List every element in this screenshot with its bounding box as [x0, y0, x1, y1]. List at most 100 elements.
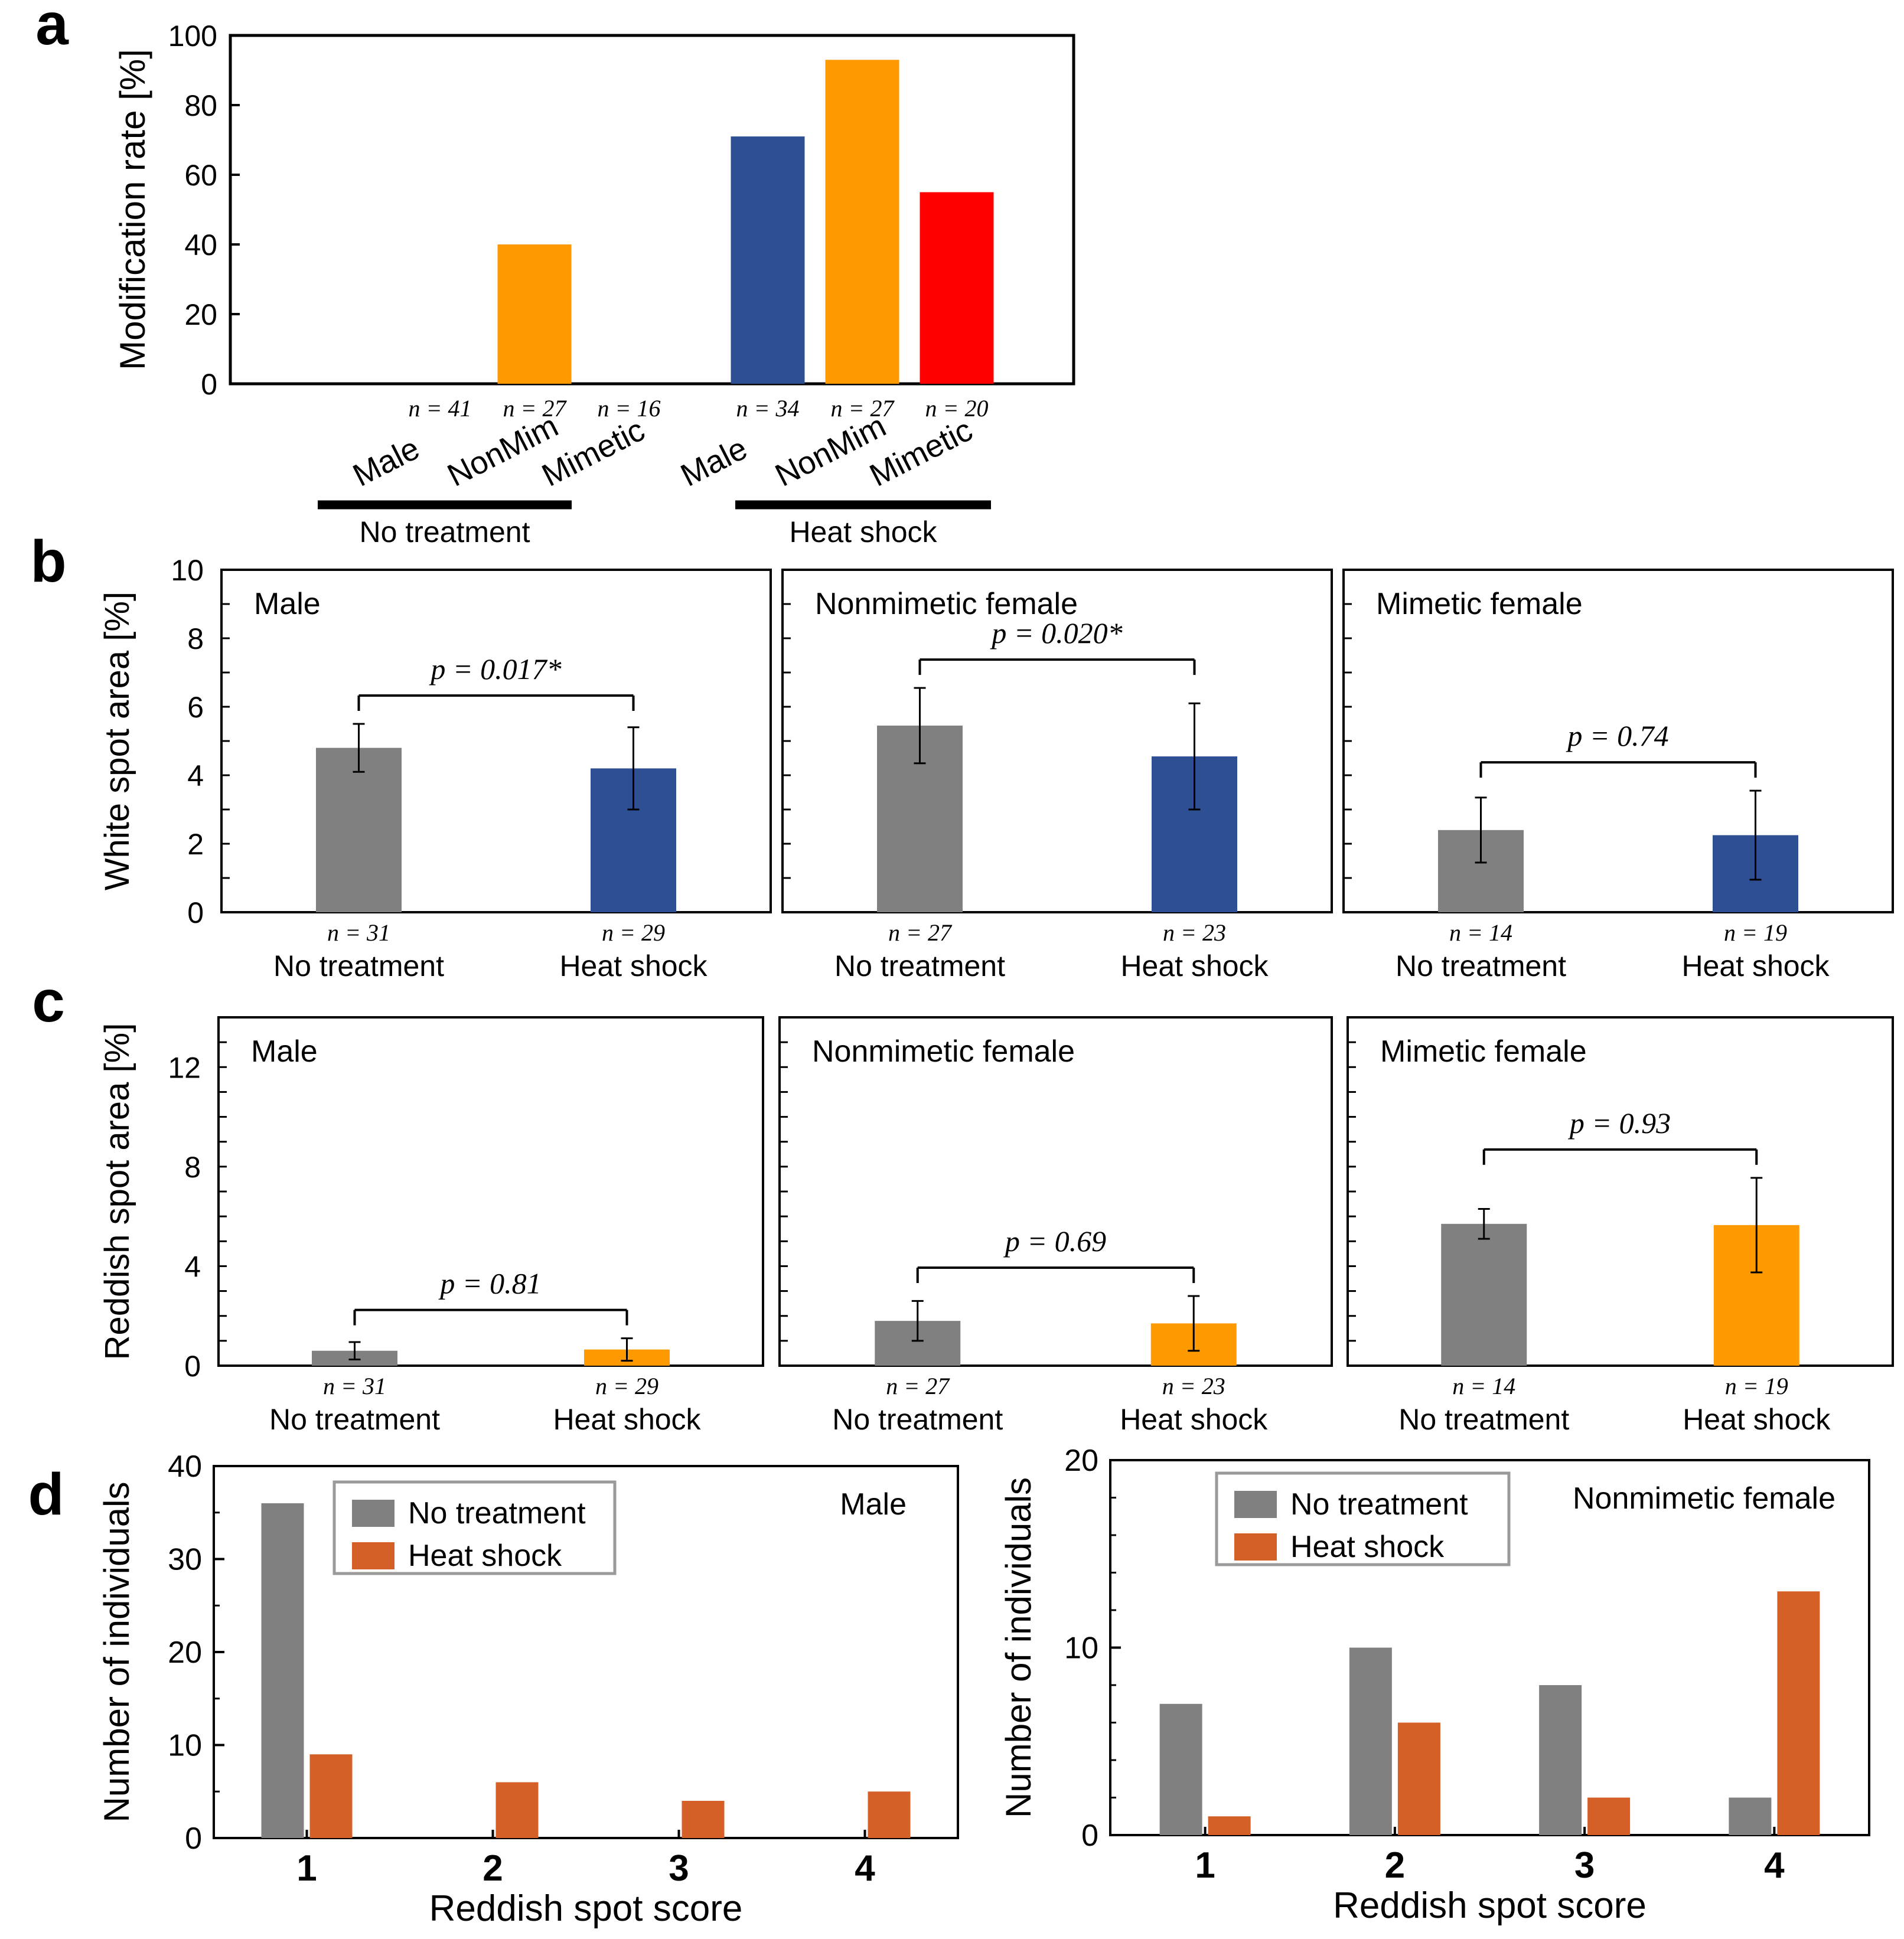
bar-d-nonmimetic-heat-shock [1777, 1591, 1820, 1835]
n-label-c: n = 31 [323, 1373, 386, 1399]
plot-frame-c [778, 1016, 1333, 1367]
n-label-a: n = 34 [736, 395, 800, 422]
bar-a-male [731, 136, 805, 384]
x-tick-label-d-male: 4 [855, 1848, 875, 1889]
bar-d-nonmimetic-heat-shock [1397, 1722, 1440, 1835]
x-tick-label-d-male: 3 [669, 1848, 689, 1889]
p-value-b: p = 0.74 [1566, 719, 1668, 752]
y-tick-label-a: 0 [201, 368, 217, 401]
y-tick-label-d-nonmimetic: 20 [1064, 1444, 1098, 1478]
y-tick-label-c: 4 [184, 1250, 201, 1283]
y-tick-label-d-male: 40 [168, 1450, 202, 1484]
y-tick-label-d-male: 10 [168, 1729, 202, 1763]
n-label-a: n = 41 [409, 395, 472, 422]
y-tick-label-d-nonmimetic: 10 [1064, 1631, 1098, 1666]
category-label-a: Male [675, 430, 753, 494]
y-tick-label-d-nonmimetic: 0 [1081, 1819, 1098, 1853]
x-tick-label-d-male: 1 [296, 1848, 317, 1889]
n-label-c: n = 29 [595, 1373, 658, 1399]
y-axis-label-d-male: Number of individuals [97, 1482, 136, 1823]
n-label-b: n = 23 [1163, 919, 1226, 946]
p-value-c: p = 0.81 [438, 1267, 541, 1300]
x-tick-label-d-nonmimetic: 3 [1574, 1845, 1595, 1886]
x-tick-label-d-nonmimetic: 2 [1385, 1845, 1405, 1886]
category-label-b: No treatment [1396, 949, 1566, 982]
panel-label-c: c [32, 968, 65, 1034]
legend-label-d-nonmimetic: No treatment [1290, 1487, 1468, 1522]
category-label-b: No treatment [834, 949, 1005, 982]
bar-a-nonmim [497, 244, 572, 384]
x-axis-label-d-male: Reddish spot score [429, 1888, 743, 1929]
bar-d-nonmimetic-no-treatment [1539, 1685, 1582, 1835]
y-tick-label-a: 60 [184, 159, 217, 192]
n-label-b: n = 14 [1449, 919, 1512, 946]
p-value-c: p = 0.69 [1003, 1225, 1106, 1258]
n-label-a: n = 16 [598, 395, 661, 422]
panel-title-d-nonmimetic: Nonmimetic female [1573, 1481, 1835, 1516]
panel-label-d: d [28, 1461, 64, 1527]
y-tick-label-c: 0 [184, 1350, 201, 1383]
p-value-c: p = 0.93 [1568, 1106, 1671, 1140]
legend-swatch-d-male [352, 1542, 395, 1569]
y-axis-label-c: Reddish spot area [%] [98, 1023, 136, 1360]
legend-label-d-male: Heat shock [408, 1539, 562, 1573]
plot-frame-a [229, 34, 1075, 386]
y-tick-label-b: 0 [187, 896, 204, 929]
bar-d-male-heat-shock [309, 1754, 353, 1838]
bar-b-no-treatment [316, 747, 402, 912]
bar-d-male-heat-shock [495, 1782, 539, 1838]
category-label-b: No treatment [273, 949, 444, 982]
x-tick-label-d-nonmimetic: 1 [1195, 1845, 1215, 1886]
y-tick-label-a: 80 [184, 89, 217, 122]
bar-d-male-no-treatment [261, 1503, 304, 1838]
category-label-b: Heat shock [559, 949, 708, 982]
n-label-a: n = 27 [831, 395, 895, 422]
bar-d-male-heat-shock [868, 1791, 911, 1838]
n-label-c: n = 23 [1162, 1373, 1225, 1399]
bar-d-nonmimetic-no-treatment [1159, 1703, 1202, 1835]
y-tick-label-a: 100 [168, 19, 217, 53]
panel-title-b: Male [254, 587, 321, 621]
category-label-c: Heat shock [1120, 1403, 1268, 1436]
group-label-a: Heat shock [789, 515, 937, 549]
panel-title-b: Mimetic female [1376, 587, 1583, 621]
bar-a-mimetic [920, 192, 994, 384]
y-tick-label-a: 40 [184, 228, 217, 262]
legend-label-d-male: No treatment [408, 1496, 586, 1530]
n-label-a: n = 27 [503, 395, 568, 422]
bar-d-nonmimetic-no-treatment [1349, 1647, 1392, 1835]
panel-title-d-male: Male [840, 1487, 907, 1522]
category-label-c: Heat shock [1683, 1403, 1831, 1436]
legend-swatch-d-nonmimetic [1234, 1533, 1277, 1561]
category-label-b: Heat shock [1120, 949, 1269, 982]
legend-label-d-nonmimetic: Heat shock [1290, 1530, 1445, 1564]
y-tick-label-d-male: 0 [185, 1822, 202, 1856]
y-tick-label-a: 20 [184, 298, 217, 331]
bar-a-nonmim [825, 60, 899, 384]
category-label-c: No treatment [1398, 1403, 1569, 1436]
n-label-b: n = 27 [888, 919, 953, 946]
panel-title-b: Nonmimetic female [815, 587, 1078, 621]
panel-title-c: Male [251, 1034, 318, 1069]
y-tick-label-b: 4 [187, 759, 204, 792]
category-label-c: No treatment [832, 1403, 1003, 1436]
n-label-a: n = 20 [925, 395, 989, 422]
y-axis-label-a: Modification rate [%] [113, 49, 152, 370]
plot-frame-c [1347, 1016, 1894, 1367]
y-tick-label-d-male: 30 [168, 1543, 202, 1577]
category-label-b: Heat shock [1681, 949, 1830, 982]
n-label-c: n = 19 [1725, 1373, 1788, 1399]
plot-frame-b [220, 569, 772, 913]
y-tick-label-b: 2 [187, 828, 204, 861]
x-axis-label-d-nonmimetic: Reddish spot score [1333, 1885, 1647, 1926]
category-label-c: Heat shock [553, 1403, 701, 1436]
y-tick-label-c: 8 [184, 1151, 201, 1184]
bar-d-male-heat-shock [682, 1801, 725, 1838]
panel-title-c: Mimetic female [1380, 1034, 1587, 1069]
y-tick-label-b: 6 [187, 691, 204, 724]
y-axis-label-b: White spot area [%] [98, 592, 136, 890]
category-label-c: No treatment [269, 1403, 440, 1436]
bar-d-nonmimetic-no-treatment [1729, 1797, 1772, 1835]
y-tick-label-c: 12 [168, 1051, 201, 1084]
